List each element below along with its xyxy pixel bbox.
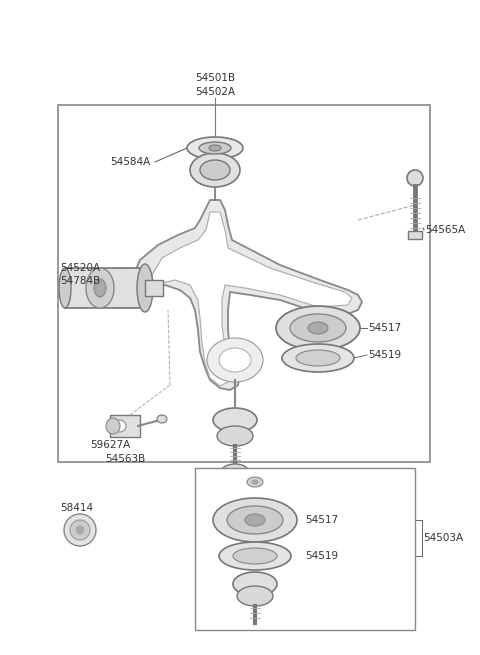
Text: 59627A: 59627A (90, 440, 130, 450)
Text: 58414: 58414 (60, 503, 93, 513)
Ellipse shape (296, 350, 340, 366)
Text: 54563B: 54563B (105, 454, 145, 464)
Ellipse shape (290, 314, 346, 342)
Ellipse shape (276, 306, 360, 350)
Ellipse shape (114, 420, 126, 432)
Polygon shape (132, 200, 362, 390)
Ellipse shape (237, 586, 273, 606)
Ellipse shape (137, 264, 153, 312)
Ellipse shape (59, 268, 71, 308)
Bar (110, 415, 140, 437)
Ellipse shape (219, 348, 251, 372)
Text: 54502A: 54502A (195, 87, 235, 97)
Text: 54503A: 54503A (423, 533, 463, 543)
Text: 54584A: 54584A (110, 157, 150, 167)
Bar (58, 105, 430, 462)
Ellipse shape (86, 268, 114, 308)
Text: 54517: 54517 (305, 515, 338, 525)
Ellipse shape (245, 514, 265, 526)
Ellipse shape (157, 415, 167, 423)
Bar (65, 268, 145, 308)
Ellipse shape (227, 506, 283, 534)
Text: 54501B: 54501B (195, 73, 235, 83)
Text: 54519: 54519 (305, 551, 338, 561)
Text: 54520A: 54520A (60, 263, 100, 273)
Polygon shape (152, 212, 352, 386)
Ellipse shape (213, 408, 257, 432)
Ellipse shape (252, 480, 258, 484)
Ellipse shape (217, 426, 253, 446)
Ellipse shape (207, 338, 263, 382)
Bar (195, 468, 415, 630)
Bar (408, 231, 422, 239)
Ellipse shape (407, 170, 423, 186)
Ellipse shape (221, 464, 249, 480)
Ellipse shape (219, 542, 291, 570)
Text: 54519: 54519 (368, 350, 401, 360)
Ellipse shape (106, 418, 120, 434)
Text: 54784B: 54784B (60, 276, 100, 286)
Bar (145, 280, 163, 296)
Ellipse shape (199, 142, 231, 154)
Ellipse shape (190, 153, 240, 187)
Ellipse shape (213, 498, 297, 542)
Ellipse shape (209, 145, 221, 151)
Ellipse shape (247, 477, 263, 487)
Ellipse shape (70, 520, 90, 540)
Ellipse shape (308, 322, 328, 334)
Ellipse shape (64, 514, 96, 546)
Ellipse shape (76, 526, 84, 534)
Ellipse shape (94, 279, 106, 297)
Ellipse shape (282, 344, 354, 372)
Text: 54517: 54517 (368, 323, 401, 333)
Ellipse shape (200, 160, 230, 180)
Ellipse shape (233, 548, 277, 564)
Ellipse shape (233, 572, 277, 596)
Ellipse shape (187, 137, 243, 159)
Text: 54565A: 54565A (425, 225, 465, 235)
